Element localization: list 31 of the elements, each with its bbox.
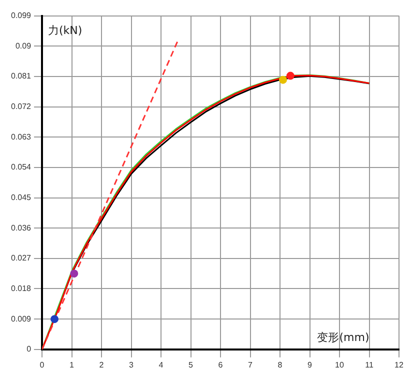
x-tick-label: 1 bbox=[70, 360, 75, 370]
y-axis-title: 力(kN) bbox=[48, 24, 82, 38]
x-tick-label: 11 bbox=[365, 360, 374, 370]
y-tick-label: 0.045 bbox=[10, 192, 32, 202]
x-tick-label: 10 bbox=[335, 360, 344, 370]
x-axis-title: 变形(mm) bbox=[317, 330, 370, 344]
y-tick-label: 0.063 bbox=[10, 132, 32, 142]
y-tick-label: 0.09 bbox=[15, 41, 32, 50]
y-tick-label: 0.054 bbox=[10, 162, 32, 172]
x-tick-label: 6 bbox=[218, 360, 224, 370]
x-tick-label: 12 bbox=[394, 360, 404, 370]
x-tick-label: 3 bbox=[129, 360, 134, 370]
point bbox=[278, 76, 287, 84]
x-tick-label: 5 bbox=[188, 360, 194, 370]
x-tick-label: 2 bbox=[99, 360, 104, 370]
x-tick-label: 8 bbox=[278, 360, 283, 370]
y-tick-label: 0.018 bbox=[10, 284, 32, 293]
x-tick-label: 7 bbox=[248, 360, 254, 370]
point bbox=[50, 315, 59, 324]
y-tick-label: 0.072 bbox=[10, 102, 32, 111]
x-tick-label: 9 bbox=[308, 360, 313, 370]
x-tick-label: 4 bbox=[158, 360, 164, 370]
y-tick-label: 0.036 bbox=[10, 223, 32, 232]
y-tick-label: 0.027 bbox=[10, 254, 32, 263]
y-tick-label: 0.081 bbox=[10, 72, 32, 81]
y-tick-label: 0.009 bbox=[10, 314, 32, 324]
y-tick-label: 0.099 bbox=[10, 11, 32, 20]
point bbox=[286, 72, 294, 80]
x-tick-label: 0 bbox=[40, 360, 45, 370]
y-tick-label: 0 bbox=[26, 344, 32, 354]
point bbox=[70, 270, 78, 278]
